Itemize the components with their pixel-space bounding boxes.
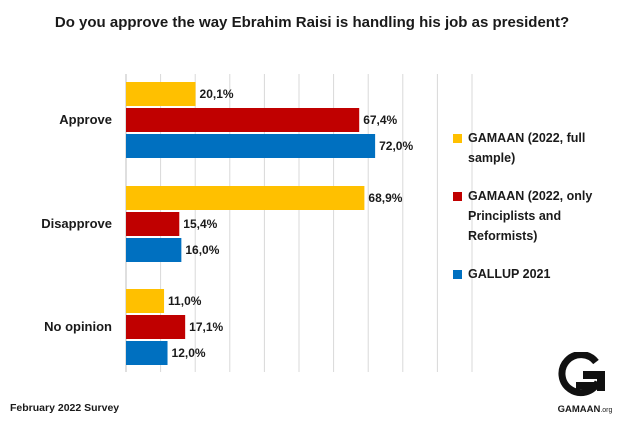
legend-label: GAMAAN (2022, full sample) xyxy=(468,131,586,165)
data-label: 17,1% xyxy=(189,320,223,334)
legend-swatch-red xyxy=(453,192,462,201)
bar xyxy=(126,315,186,339)
data-label: 72,0% xyxy=(379,139,413,153)
bar xyxy=(126,212,180,236)
bar xyxy=(126,134,376,158)
logo-name: GAMAAN xyxy=(557,404,601,415)
bar xyxy=(126,238,182,262)
data-label: 20,1% xyxy=(200,87,234,101)
legend-swatch-yellow xyxy=(453,134,462,143)
bar xyxy=(126,341,168,365)
category-label: Disapprove xyxy=(41,216,112,231)
data-label: 68,9% xyxy=(368,191,402,205)
gamaan-logo: GAMAAN.org xyxy=(556,351,614,415)
legend-item-principlists-reformists: GAMAAN (2022, only Principlists and Refo… xyxy=(453,186,618,246)
bar xyxy=(126,108,360,132)
logo-text: GAMAAN.org xyxy=(556,404,614,415)
legend-swatch-blue xyxy=(453,270,462,279)
legend-item-gallup: GALLUP 2021 xyxy=(453,264,618,284)
legend-item-full-sample: GAMAAN (2022, full sample) xyxy=(453,128,618,168)
data-label: 16,0% xyxy=(185,243,219,257)
chart-title: Do you approve the way Ebrahim Raisi is … xyxy=(54,14,570,31)
legend-label: GAMAAN (2022, only Principlists and Refo… xyxy=(468,189,593,243)
gamaan-logo-icon xyxy=(558,351,605,397)
data-label: 67,4% xyxy=(363,113,397,127)
legend-label: GALLUP 2021 xyxy=(468,267,551,281)
data-label: 15,4% xyxy=(183,217,217,231)
logo-suffix: .org xyxy=(600,407,613,414)
category-label: No opinion xyxy=(44,319,112,334)
data-label: 12,0% xyxy=(172,346,206,360)
bar xyxy=(126,82,196,106)
chart-legend: GAMAAN (2022, full sample) GAMAAN (2022,… xyxy=(453,128,618,302)
category-label: Approve xyxy=(59,112,112,127)
bar xyxy=(126,186,365,210)
data-label: 11,0% xyxy=(168,294,202,308)
survey-footnote: February 2022 Survey xyxy=(10,402,120,414)
bar xyxy=(126,289,165,313)
